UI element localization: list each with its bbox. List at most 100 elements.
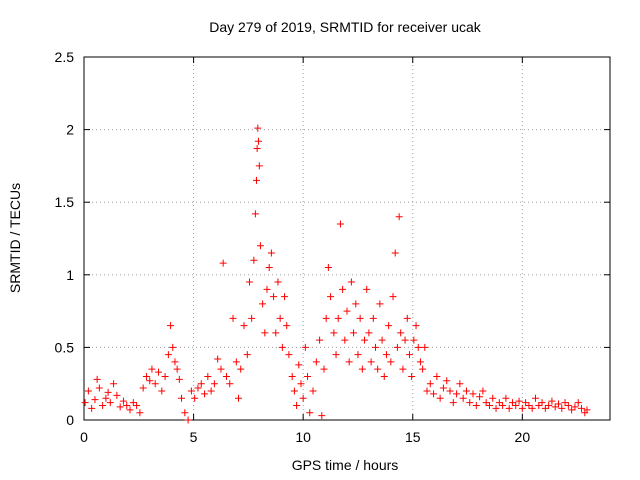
data-point [324, 264, 332, 272]
data-point [548, 397, 556, 405]
data-point [382, 351, 390, 359]
data-point [304, 372, 312, 380]
axis-ticks: 0 5 10 15 20 0 0.5 1 1.5 2 2.5 [55, 49, 610, 445]
data-point [237, 365, 245, 373]
data-point [332, 351, 340, 359]
y-tick-label: 0.5 [55, 339, 75, 355]
data-point [110, 380, 118, 388]
data-point [167, 322, 175, 330]
plot-frame [83, 56, 611, 421]
data-point [430, 390, 438, 398]
data-point [316, 336, 324, 344]
data-point [446, 387, 454, 395]
data-point [274, 278, 282, 286]
data-point [288, 372, 296, 380]
data-point [538, 399, 546, 407]
data-point [139, 384, 147, 392]
data-point [551, 403, 559, 411]
data-point [401, 336, 409, 344]
data-point [210, 380, 218, 388]
data-point [204, 372, 212, 380]
data-point [578, 404, 586, 412]
data-point [267, 249, 275, 257]
data-point [240, 322, 248, 330]
data-point [330, 329, 338, 337]
data-point [564, 401, 572, 409]
data-point [571, 403, 579, 411]
data-point [116, 403, 124, 411]
data-point [393, 343, 401, 351]
data-point [336, 220, 344, 228]
data-point [243, 351, 251, 359]
data-point [466, 399, 474, 407]
data-point [495, 399, 503, 407]
data-point [113, 391, 121, 399]
data-point [378, 336, 386, 344]
data-point [146, 377, 154, 385]
data-point [350, 329, 358, 337]
data-point [327, 293, 335, 301]
data-point [395, 213, 403, 221]
x-tick-label: 20 [515, 429, 531, 445]
data-point [371, 343, 379, 351]
data-point [93, 375, 101, 383]
data-point [334, 314, 342, 322]
data-point [345, 358, 353, 366]
data-point [453, 390, 461, 398]
data-point [309, 387, 317, 395]
data-point [158, 387, 166, 395]
data-point [535, 401, 543, 409]
data-point [433, 372, 441, 380]
data-point [416, 358, 424, 366]
data-point [219, 259, 227, 267]
data-point [482, 399, 490, 407]
data-point [191, 394, 199, 402]
data-point [129, 399, 137, 407]
data-point [229, 314, 237, 322]
data-point [119, 397, 127, 405]
data-point [512, 401, 520, 409]
data-point [380, 372, 388, 380]
data-point [343, 307, 351, 315]
data-point [133, 401, 141, 409]
data-point [439, 384, 447, 392]
data-point [178, 394, 186, 402]
data-point [312, 358, 320, 366]
data-point [341, 336, 349, 344]
data-point [295, 361, 303, 369]
data-point [515, 397, 523, 405]
data-point [528, 404, 536, 412]
data-point [123, 401, 131, 409]
data-point [352, 300, 360, 308]
data-point [541, 404, 549, 412]
data-point [449, 399, 457, 407]
data-point [399, 365, 407, 373]
data-point [290, 387, 298, 395]
data-point [301, 343, 309, 351]
data-point [142, 372, 150, 380]
data-point [456, 380, 464, 388]
data-point [222, 372, 230, 380]
data-point [99, 401, 107, 409]
data-point [226, 380, 234, 388]
data-point [297, 380, 305, 388]
x-tick-label: 15 [405, 429, 421, 445]
data-point [104, 388, 112, 396]
data-point [365, 329, 373, 337]
data-point [175, 375, 183, 383]
data-point [181, 409, 189, 417]
data-point [283, 322, 291, 330]
data-point [184, 416, 192, 424]
data-point [423, 387, 431, 395]
data-point [207, 387, 215, 395]
data-point [276, 314, 284, 322]
grid [84, 57, 610, 420]
data-point [148, 365, 156, 373]
data-point [194, 384, 202, 392]
data-point [361, 336, 369, 344]
data-point [281, 293, 289, 301]
y-axis-label: SRMTID / TECUs [7, 183, 23, 293]
data-point [318, 412, 326, 420]
data-point [161, 372, 169, 380]
